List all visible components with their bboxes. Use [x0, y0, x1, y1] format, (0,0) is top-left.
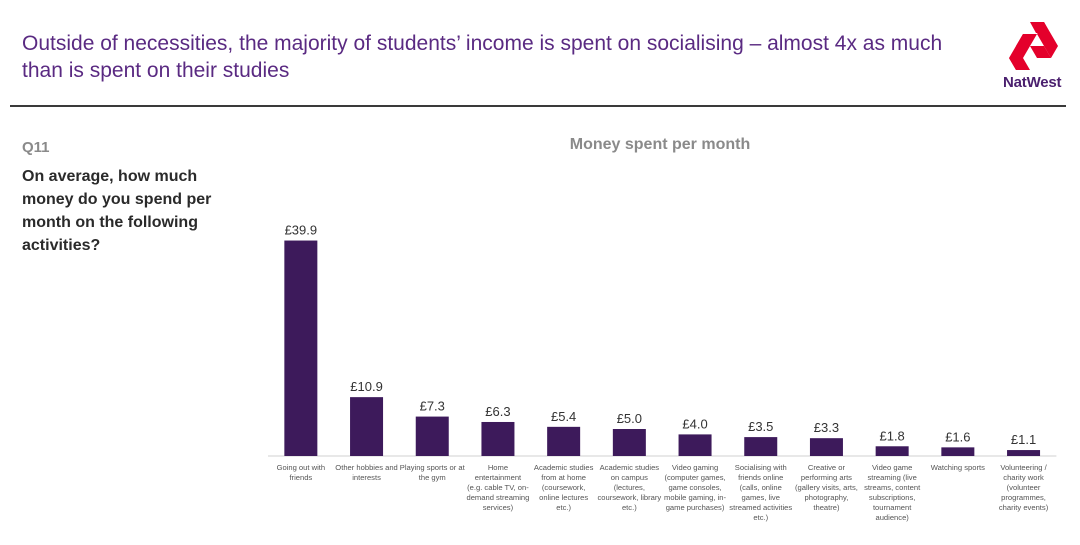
bar-value-label: £5.4 — [551, 409, 576, 424]
bar — [350, 397, 384, 456]
bar — [744, 437, 778, 456]
bar — [547, 426, 581, 456]
header-divider — [10, 105, 1066, 107]
bar — [481, 421, 515, 456]
bar-value-label: £6.3 — [485, 404, 510, 419]
bar — [1007, 450, 1041, 456]
bar — [284, 240, 318, 456]
bar-value-label: £7.3 — [420, 399, 445, 414]
category-label: Other hobbies and interests — [335, 463, 397, 482]
category-label: Creative or performing arts (gallery visit… — [795, 463, 858, 512]
bar-value-label: £1.1 — [1011, 432, 1036, 447]
bar-value-label: £4.0 — [682, 416, 707, 431]
bar — [941, 447, 975, 456]
question-text: On average, how much money do you spend … — [22, 168, 212, 254]
bar-value-label: £39.9 — [285, 223, 318, 238]
category-label: Socialising with friends online (calls, on… — [729, 463, 792, 522]
question-number: Q11 — [22, 139, 50, 156]
category-label: Academic studies from at home (coursework,… — [534, 463, 594, 512]
page-title: Outside of necessities, the majority of … — [22, 32, 943, 82]
category-label: Home entertainment (e.g. cable TV, on-dema… — [466, 463, 529, 512]
bar-value-label: £5.0 — [617, 411, 642, 426]
category-label: Video game streaming (live streams, conten… — [864, 463, 921, 522]
category-label: Playing sports or at the gym — [400, 463, 466, 482]
natwest-logo-icon — [1009, 22, 1058, 70]
bar-value-label: £10.9 — [350, 379, 383, 394]
bar-value-label: £1.8 — [879, 428, 904, 443]
category-label: Going out with friends — [277, 463, 326, 482]
bar — [875, 446, 909, 456]
category-label: Watching sports — [931, 463, 985, 472]
chart-title: Money spent per month — [569, 136, 751, 153]
bar — [415, 416, 449, 456]
bar — [678, 434, 712, 456]
bar-value-label: £3.3 — [814, 420, 839, 435]
bar-value-label: £3.5 — [748, 419, 773, 434]
category-label: Academic studies on campus (lectures, cours… — [597, 463, 661, 512]
bar-value-label: £1.6 — [945, 429, 970, 444]
bar — [612, 429, 646, 456]
category-label: Volunteering / charity work (volunteer prog… — [999, 463, 1049, 512]
bar — [809, 438, 843, 456]
brand-name: NatWest — [1003, 74, 1062, 91]
category-label: Video gaming (computer games, game console… — [664, 463, 727, 512]
